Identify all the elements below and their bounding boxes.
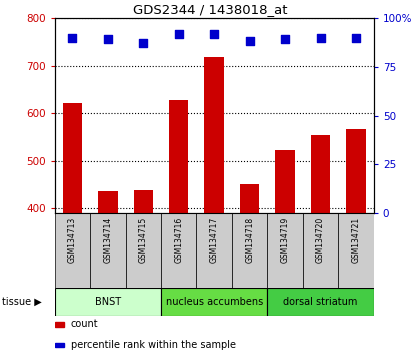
Bar: [169, 100, 189, 213]
Text: GDS2344 / 1438018_at: GDS2344 / 1438018_at: [133, 3, 287, 16]
Bar: [205, 57, 224, 213]
Bar: [63, 103, 82, 213]
Point: [282, 36, 289, 42]
Bar: [303, 213, 339, 288]
Text: GSM134719: GSM134719: [281, 217, 290, 263]
Bar: [339, 213, 374, 288]
Text: GSM134717: GSM134717: [210, 217, 219, 263]
Bar: [232, 213, 268, 288]
Point: [140, 40, 147, 46]
Point: [246, 39, 253, 44]
Text: count: count: [71, 319, 98, 329]
Bar: [346, 129, 366, 213]
Text: tissue ▶: tissue ▶: [2, 297, 42, 307]
Bar: [161, 213, 197, 288]
Bar: [90, 213, 126, 288]
Bar: [268, 288, 374, 316]
Text: GSM134716: GSM134716: [174, 217, 183, 263]
Bar: [55, 343, 64, 347]
Text: nucleus accumbens: nucleus accumbens: [165, 297, 263, 307]
Text: GSM134715: GSM134715: [139, 217, 148, 263]
Bar: [197, 213, 232, 288]
Bar: [134, 190, 153, 213]
Bar: [276, 150, 295, 213]
Text: GSM134713: GSM134713: [68, 217, 77, 263]
Bar: [126, 213, 161, 288]
Text: GSM134718: GSM134718: [245, 217, 254, 263]
Bar: [311, 135, 331, 213]
Text: GSM134714: GSM134714: [103, 217, 112, 263]
Point: [105, 36, 111, 42]
Point: [211, 31, 218, 36]
Bar: [161, 288, 268, 316]
Bar: [55, 213, 90, 288]
Text: GSM134721: GSM134721: [352, 217, 360, 263]
Bar: [55, 288, 161, 316]
Bar: [98, 191, 118, 213]
Bar: [268, 213, 303, 288]
Point: [176, 31, 182, 36]
Text: percentile rank within the sample: percentile rank within the sample: [71, 340, 236, 350]
Text: dorsal striatum: dorsal striatum: [284, 297, 358, 307]
Text: BNST: BNST: [95, 297, 121, 307]
Point: [317, 35, 324, 40]
Point: [69, 35, 76, 40]
Bar: [240, 184, 260, 213]
Text: GSM134720: GSM134720: [316, 217, 325, 263]
Point: [353, 35, 360, 40]
Bar: [55, 322, 64, 327]
